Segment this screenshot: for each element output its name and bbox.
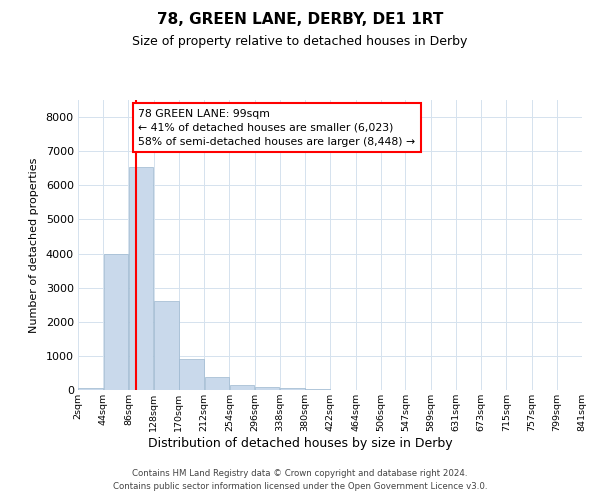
Bar — [255, 386, 280, 390]
Bar — [129, 166, 154, 390]
Bar — [179, 360, 204, 390]
Bar — [205, 377, 229, 390]
Text: 78, GREEN LANE, DERBY, DE1 1RT: 78, GREEN LANE, DERBY, DE1 1RT — [157, 12, 443, 28]
Y-axis label: Number of detached properties: Number of detached properties — [29, 158, 39, 332]
Text: Size of property relative to detached houses in Derby: Size of property relative to detached ho… — [133, 35, 467, 48]
Bar — [230, 385, 254, 390]
Text: 78 GREEN LANE: 99sqm
← 41% of detached houses are smaller (6,023)
58% of semi-de: 78 GREEN LANE: 99sqm ← 41% of detached h… — [138, 108, 415, 146]
Text: Contains HM Land Registry data © Crown copyright and database right 2024.: Contains HM Land Registry data © Crown c… — [132, 468, 468, 477]
Text: Contains public sector information licensed under the Open Government Licence v3: Contains public sector information licen… — [113, 482, 487, 491]
Bar — [280, 388, 305, 390]
Bar — [154, 302, 179, 390]
Bar — [79, 388, 103, 390]
Bar — [104, 254, 128, 390]
Text: Distribution of detached houses by size in Derby: Distribution of detached houses by size … — [148, 438, 452, 450]
